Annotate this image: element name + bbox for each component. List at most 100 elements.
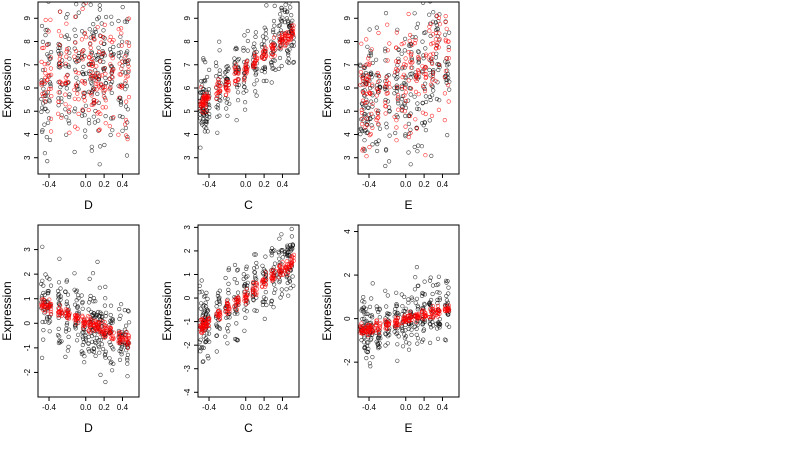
fitted-point — [108, 332, 113, 337]
observed-point — [118, 50, 123, 55]
observed-point — [291, 283, 296, 288]
fitted-point — [442, 117, 447, 123]
observed-point — [277, 236, 282, 241]
point-layer — [358, 2, 452, 169]
observed-point — [362, 335, 367, 340]
observed-point — [413, 275, 418, 280]
fitted-point — [376, 111, 381, 116]
observed-point — [56, 301, 61, 306]
observed-point — [109, 90, 114, 95]
observed-point — [279, 63, 284, 69]
fitted-point — [39, 59, 44, 65]
observed-point — [98, 144, 103, 149]
fitted-point — [63, 307, 68, 312]
observed-point — [245, 28, 250, 34]
observed-point — [279, 5, 284, 10]
fitted-point — [124, 342, 129, 347]
y-tick-label: -2 — [343, 358, 352, 366]
observed-point — [445, 133, 450, 138]
fitted-point — [124, 329, 129, 334]
observed-point — [198, 345, 202, 350]
observed-point — [406, 150, 411, 155]
observed-point — [75, 332, 81, 337]
observed-point — [101, 59, 106, 65]
fitted-point — [86, 107, 91, 113]
fitted-point — [101, 84, 106, 89]
fitted-point — [41, 93, 46, 99]
observed-point — [95, 259, 100, 265]
fitted-point — [291, 252, 297, 257]
observed-point — [39, 129, 45, 134]
observed-point — [235, 58, 240, 63]
observed-point — [415, 341, 420, 346]
fitted-point — [124, 99, 129, 104]
fitted-point — [394, 118, 399, 123]
fitted-point — [96, 128, 102, 133]
observed-point — [64, 320, 70, 326]
observed-point — [428, 73, 433, 78]
observed-point — [122, 19, 127, 24]
observed-point — [117, 348, 122, 354]
observed-point — [226, 266, 231, 271]
observed-point — [416, 49, 421, 54]
observed-point — [395, 342, 400, 347]
fitted-point — [123, 79, 128, 84]
observed-point — [42, 319, 48, 324]
fitted-point — [41, 45, 46, 51]
observed-point — [370, 142, 375, 147]
observed-point — [428, 97, 433, 103]
observed-point — [63, 329, 69, 334]
fitted-point — [56, 29, 62, 34]
observed-point — [56, 280, 62, 285]
fitted-point — [42, 67, 48, 72]
observed-point — [66, 327, 72, 332]
observed-point — [58, 286, 63, 291]
fitted-point — [232, 304, 237, 310]
observed-point — [225, 96, 230, 101]
fitted-point — [80, 57, 85, 62]
observed-point — [429, 153, 434, 158]
observed-point — [263, 254, 268, 259]
fitted-point — [401, 72, 407, 77]
fitted-point — [289, 255, 294, 260]
observed-point — [408, 75, 413, 80]
observed-point — [46, 320, 52, 325]
observed-point — [400, 328, 405, 334]
fitted-point — [393, 70, 398, 75]
fitted-point — [224, 86, 229, 92]
observed-point — [97, 285, 102, 290]
fitted-point — [45, 73, 50, 79]
observed-point — [289, 234, 295, 239]
observed-point — [427, 12, 432, 17]
fitted-point — [446, 39, 451, 44]
observed-point — [91, 36, 97, 42]
observed-point — [217, 299, 222, 305]
observed-point — [204, 339, 209, 344]
fitted-point — [79, 49, 85, 54]
x-tick-label: 0.2 — [259, 180, 271, 189]
observed-point — [111, 347, 116, 352]
observed-point — [87, 27, 92, 32]
observed-point — [66, 334, 71, 340]
fitted-point — [385, 58, 390, 63]
observed-point — [362, 344, 368, 350]
fitted-point — [39, 83, 44, 88]
observed-point — [421, 53, 426, 58]
observed-point — [271, 27, 276, 33]
x-tick-label: 0.2 — [99, 180, 111, 189]
fitted-point — [427, 24, 432, 29]
observed-point — [79, 29, 85, 34]
observed-point — [358, 126, 363, 131]
observed-point — [198, 340, 202, 345]
observed-point — [126, 40, 131, 45]
fitted-point — [82, 81, 88, 86]
observed-point — [289, 226, 294, 232]
fitted-point — [264, 46, 269, 52]
fitted-point — [96, 49, 102, 55]
observed-point — [103, 14, 109, 20]
fitted-point — [93, 81, 98, 87]
observed-point — [56, 103, 61, 108]
observed-point — [199, 301, 204, 306]
observed-point — [198, 337, 203, 342]
fitted-point — [402, 85, 408, 91]
